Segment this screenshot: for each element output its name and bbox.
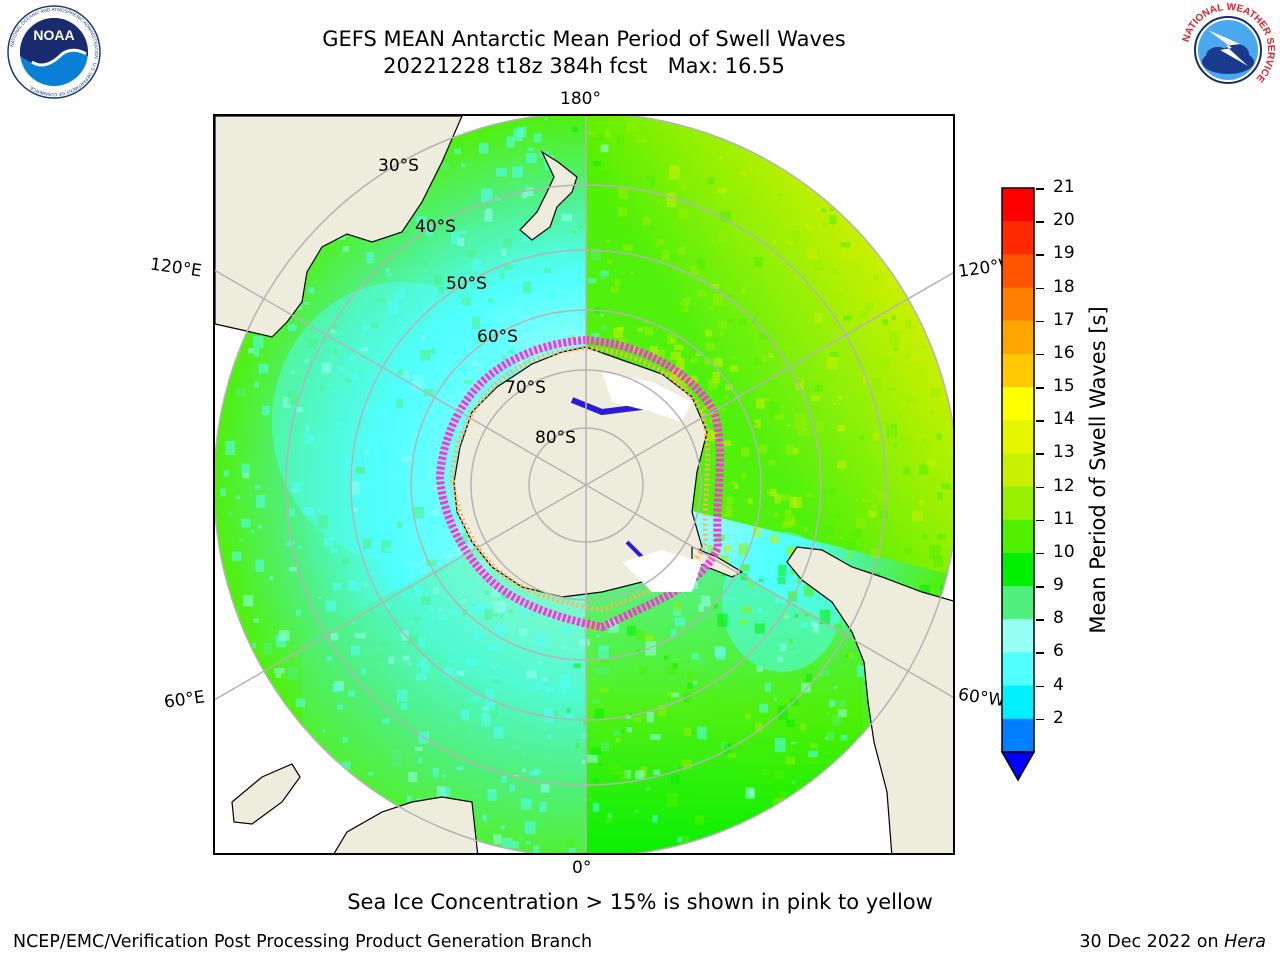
- colorbar-tick-label: 11: [1053, 508, 1075, 529]
- colorbar-tick-mark: [1036, 586, 1044, 588]
- colorbar-band: [1002, 552, 1034, 587]
- meridian-60e: [215, 484, 587, 701]
- colorbar-tick-mark: [1036, 287, 1044, 290]
- colorbar-tick-label: 21: [1053, 177, 1075, 197]
- noaa-logo: NOAA NATIONAL OCEANIC AND ATMOSPHERIC AD…: [7, 5, 101, 99]
- land-south-america: [786, 546, 953, 853]
- lon-label-60w: 60°W: [956, 684, 1007, 712]
- chart-title: GEFS MEAN Antarctic Mean Period of Swell…: [322, 27, 846, 51]
- lon-label-120e: 120°E: [148, 254, 203, 282]
- colorbar-band: [1002, 685, 1034, 720]
- colorbar-tick-mark: [1036, 486, 1044, 489]
- footer-date: 30 Dec 2022 on Hera: [1079, 932, 1266, 952]
- meridian-120w: [585, 271, 953, 486]
- noaa-logo-text: NOAA: [33, 27, 74, 43]
- colorbar-tick-label: 8: [1053, 608, 1064, 629]
- colorbar-tick-mark: [1036, 453, 1044, 455]
- colorbar-band: [1002, 353, 1034, 388]
- colorbar-label: Mean Period of Swell Waves [s]: [1086, 306, 1110, 634]
- colorbar-tick-mark: [1036, 420, 1044, 422]
- colorbar-tick-label: 16: [1053, 342, 1075, 363]
- colorbar-tick-label: 19: [1053, 243, 1075, 264]
- colorbar: [1000, 187, 1036, 782]
- lat-label-60: 60°S: [477, 327, 518, 347]
- colorbar-band: [1002, 486, 1034, 521]
- polar-map: 30°S 40°S 50°S 60°S 70°S 80°S: [215, 116, 953, 853]
- colorbar-tick-label: 12: [1053, 475, 1075, 496]
- colorbar-band: [1002, 188, 1034, 222]
- colorbar-band: [1002, 420, 1034, 454]
- land-madagascar: [231, 763, 301, 825]
- colorbar-tick-mark: [1036, 718, 1044, 721]
- map-frame: 30°S 40°S 50°S 60°S 70°S 80°S: [213, 114, 955, 855]
- colorbar-band: [1002, 254, 1034, 289]
- colorbar-tick-label: 13: [1053, 442, 1075, 463]
- colorbar-tick-label: 10: [1053, 541, 1075, 562]
- colorbar-tick-label: 18: [1053, 276, 1075, 297]
- lat-label-80: 80°S: [535, 428, 576, 448]
- lat-label-30: 30°S: [378, 156, 419, 176]
- colorbar-tick-mark: [1036, 320, 1044, 323]
- colorbar-tick-label: 4: [1053, 674, 1064, 695]
- colorbar-tick-mark: [1036, 619, 1044, 621]
- land-australia: [215, 116, 463, 338]
- colorbar-tick-label: 6: [1053, 641, 1064, 662]
- colorbar-tick-mark: [1036, 685, 1044, 688]
- lat-label-50: 50°S: [446, 274, 487, 294]
- footer-machine: Hera: [1224, 932, 1266, 952]
- colorbar-tick-mark: [1036, 188, 1044, 190]
- colorbar-tick-mark: [1036, 387, 1044, 389]
- lon-label-0: 0°: [572, 858, 592, 878]
- colorbar-tick-label: 17: [1053, 309, 1075, 330]
- colorbar-tick-mark: [1036, 221, 1044, 223]
- colorbar-band: [1002, 718, 1034, 753]
- colorbar-tick-mark: [1036, 652, 1044, 654]
- colorbar-frame: [1001, 187, 1035, 753]
- colorbar-tick-label: 2: [1053, 707, 1064, 728]
- colorbar-band: [1002, 453, 1034, 488]
- graticule: [215, 116, 953, 853]
- colorbar-band: [1002, 287, 1034, 322]
- colorbar-tick-mark: [1036, 254, 1044, 256]
- lat-label-40: 40°S: [415, 217, 456, 237]
- lon-label-180: 180°: [560, 89, 601, 109]
- land-new-zealand: [519, 150, 578, 241]
- colorbar-tick-label: 14: [1053, 409, 1075, 430]
- land-africa: [333, 796, 479, 853]
- colorbar-tick-label: 9: [1053, 575, 1064, 596]
- meridian-60w: [585, 484, 953, 699]
- colorbar-bands: [1002, 188, 1034, 753]
- lat-label-70: 70°S: [505, 378, 546, 398]
- colorbar-tick-mark: [1036, 353, 1044, 356]
- colorbar-tick-mark: [1036, 552, 1044, 555]
- colorbar-band: [1002, 387, 1034, 421]
- colorbar-tick-mark: [1036, 519, 1044, 522]
- footer-date-text: 30 Dec 2022 on: [1079, 932, 1225, 952]
- chart-subtitle: 20221228 t18z 384h fcst Max: 16.55: [383, 54, 785, 78]
- colorbar-band: [1002, 320, 1034, 355]
- footer-credit: NCEP/EMC/Verification Post Processing Pr…: [13, 932, 593, 952]
- sea-ice-magenta: [435, 335, 724, 632]
- nws-logo: NATIONAL WEATHER SERVICE: [1181, 2, 1276, 97]
- meridian-120e: [215, 269, 587, 486]
- map-caption: Sea Ice Concentration > 15% is shown in …: [347, 890, 933, 914]
- colorbar-tick-label: 15: [1053, 376, 1075, 397]
- colorbar-extend-arrow: [1000, 751, 1036, 782]
- colorbar-band: [1002, 519, 1034, 554]
- colorbar-band: [1002, 619, 1034, 653]
- colorbar-band: [1002, 652, 1034, 687]
- colorbar-band: [1002, 586, 1034, 620]
- colorbar-tick-label: 20: [1053, 210, 1075, 231]
- lon-label-60e: 60°E: [162, 687, 207, 713]
- land: [215, 116, 953, 853]
- colorbar-band: [1002, 221, 1034, 255]
